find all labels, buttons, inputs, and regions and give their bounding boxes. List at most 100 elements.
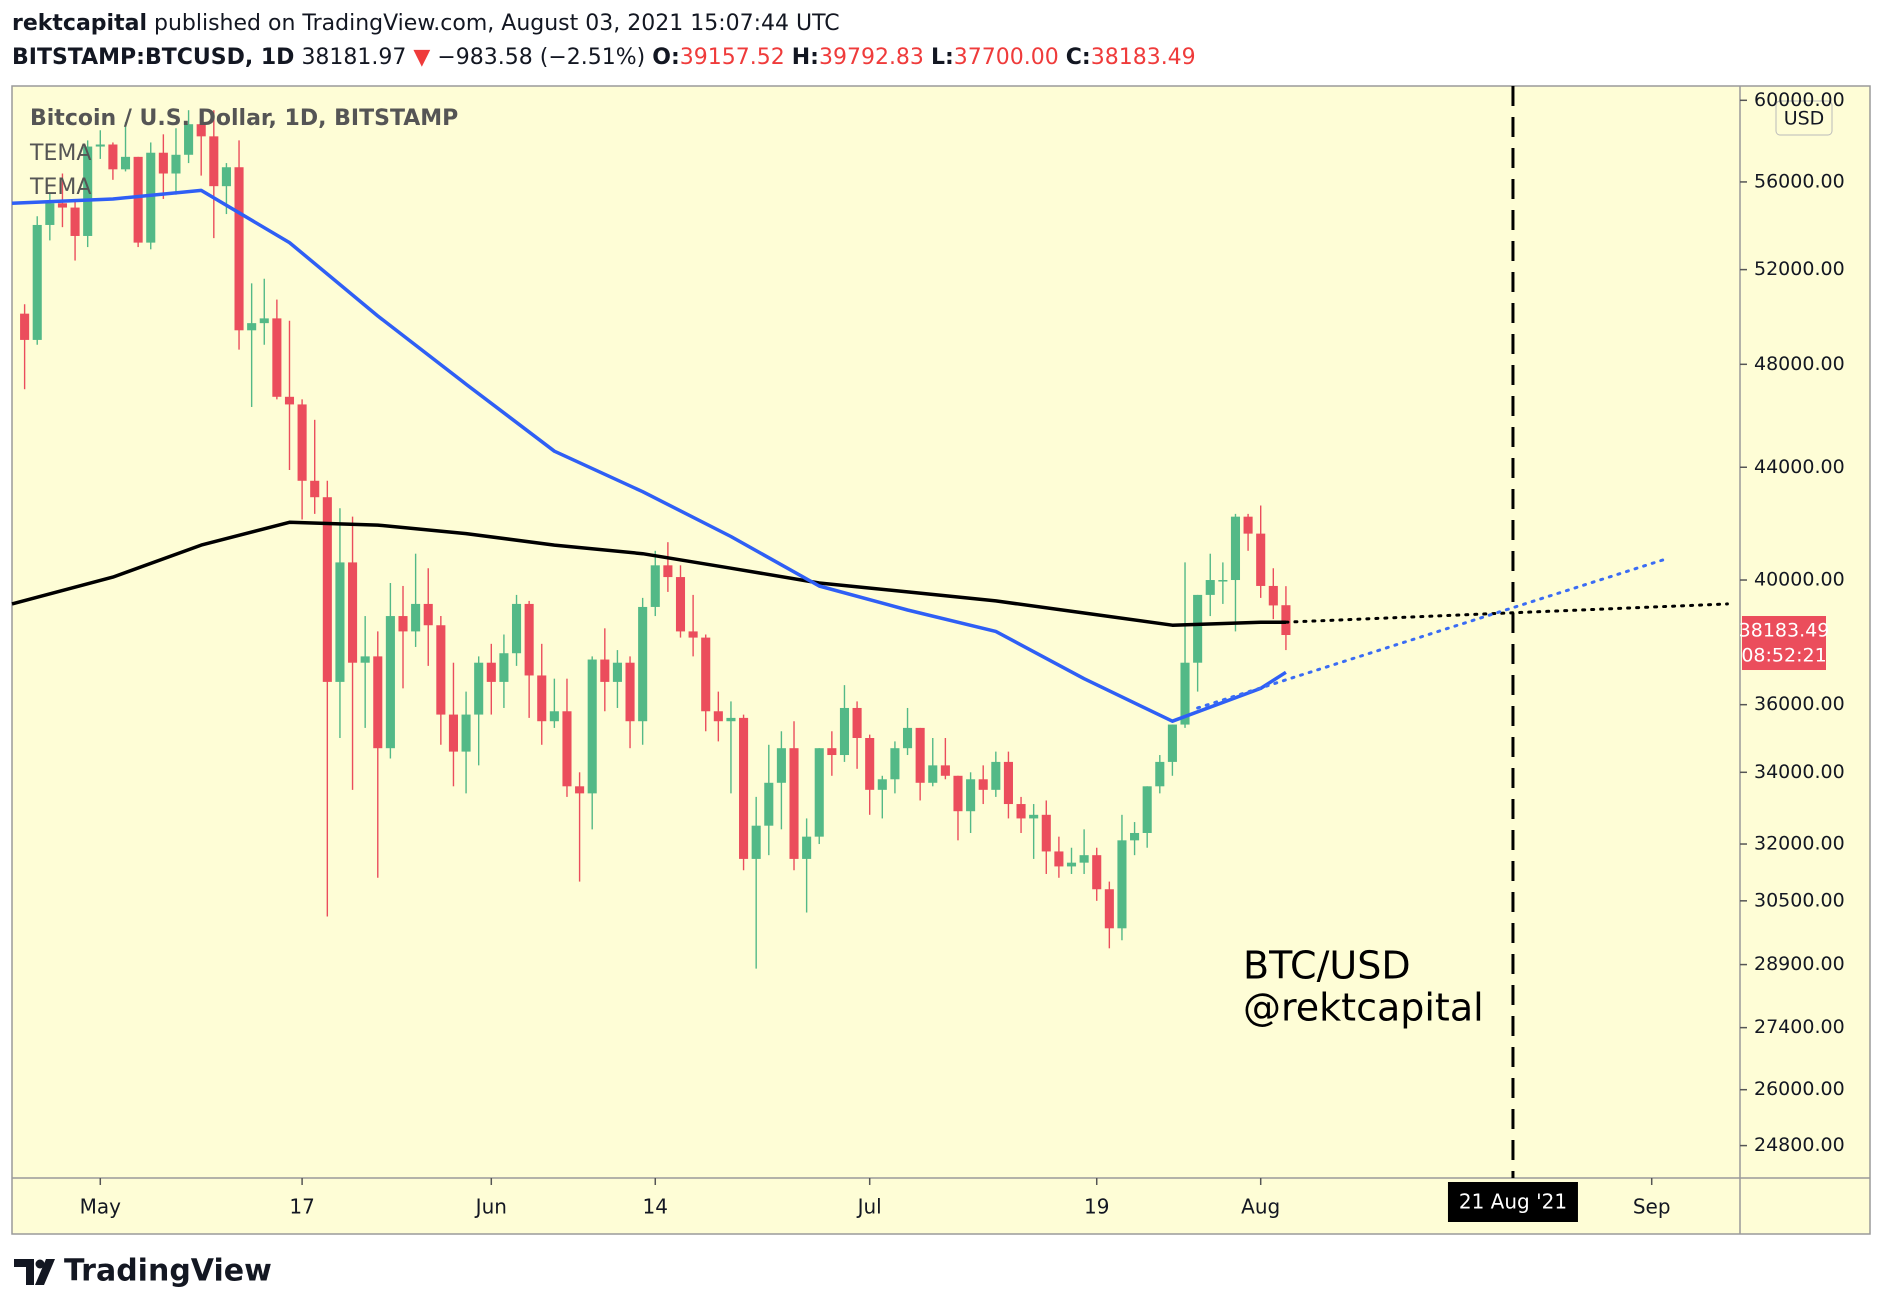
candle-body (133, 156, 143, 243)
candle-body (158, 152, 168, 174)
candle-body (638, 606, 648, 722)
candle-body (1218, 580, 1228, 582)
y-tick-label: 26000.00 (1754, 1078, 1845, 1100)
candle-body (1256, 533, 1266, 586)
candle-body (272, 318, 282, 397)
x-tick-label: 17 (289, 1195, 314, 1219)
candle-body (575, 786, 585, 794)
x-tick-label: 19 (1084, 1195, 1109, 1219)
y-tick-label: 27400.00 (1754, 1016, 1845, 1038)
candle-body (322, 497, 332, 682)
legend-entry: TEMA (29, 141, 91, 166)
candle-body (1205, 580, 1215, 595)
candle-body (45, 203, 55, 225)
candle-body (827, 748, 837, 756)
field-key: O: (652, 45, 680, 70)
candle-body (385, 616, 395, 749)
annotation: @rektcapital (1243, 986, 1484, 1030)
candle-body (20, 313, 30, 340)
brand: TradingView (64, 1254, 272, 1289)
candle-body (537, 675, 547, 722)
candle-body (688, 631, 698, 638)
candle-body (57, 203, 67, 208)
candle-body (95, 144, 105, 147)
logo-mark (35, 1259, 45, 1269)
candle-body (398, 616, 408, 632)
candle-body (802, 836, 812, 859)
last-price-box (1742, 616, 1826, 671)
candle-body (764, 782, 774, 826)
candle-body (890, 748, 900, 780)
candle-body (499, 653, 509, 682)
candle-body (373, 656, 383, 749)
candle-body (701, 637, 711, 712)
candle-body (928, 765, 938, 783)
logo-mark (35, 1259, 55, 1285)
candle-body (953, 775, 963, 812)
chart-frame (11, 85, 1871, 1235)
candle-body (70, 207, 80, 236)
candle-body (259, 318, 269, 324)
candle-body (108, 144, 118, 170)
candle-body (1066, 862, 1077, 867)
candle-body (902, 727, 913, 749)
candle-body (184, 124, 194, 155)
y-tick-label: 60000.00 (1754, 89, 1845, 111)
candle-body (978, 779, 988, 790)
x-tick-label: May (80, 1195, 122, 1219)
candle-body (839, 707, 850, 756)
candle-body (562, 711, 572, 787)
candle-body (726, 717, 736, 722)
last-price-label: 38183.49 (1739, 620, 1830, 642)
candle-body (360, 656, 370, 663)
currency: USD (1784, 108, 1825, 130)
candle-body (865, 738, 875, 790)
candle-body (1104, 889, 1114, 929)
candle-body (1193, 594, 1203, 663)
candle-body (1243, 516, 1253, 534)
candle-body (991, 761, 1001, 790)
candle-body (32, 224, 42, 340)
candle-body (335, 562, 345, 682)
field-value: 37700.00 (954, 45, 1059, 70)
y-tick-label: 52000.00 (1754, 258, 1845, 280)
candle-body (348, 562, 358, 663)
candle-body (1041, 814, 1051, 852)
symbol: BITSTAMP:BTCUSD, 1D (12, 45, 294, 70)
candle-body (1079, 855, 1089, 863)
y-tick-label: 36000.00 (1754, 693, 1845, 715)
candle-body (877, 779, 887, 790)
author: rektcapital (12, 11, 147, 36)
legend-title: Bitcoin / U.S. Dollar, 1D, BITSTAMP (30, 106, 458, 131)
candle-body (247, 323, 257, 331)
candle-body (474, 662, 484, 715)
candle-body (423, 603, 433, 626)
candle-body (1230, 516, 1241, 581)
candle-body (284, 396, 295, 405)
candle-body (448, 714, 459, 752)
field-key: H: (792, 45, 819, 70)
candle-body (663, 565, 673, 578)
x-tick-label: Jun (474, 1195, 507, 1219)
candle-body (120, 156, 131, 170)
field-key: C: (1066, 45, 1091, 70)
candle-body (524, 603, 534, 676)
candle-body (171, 154, 181, 174)
y-tick-label: 30500.00 (1754, 889, 1845, 911)
candle-body (83, 146, 93, 236)
logo-mark (14, 1259, 34, 1285)
candle-body (1003, 761, 1013, 805)
candle-body (1180, 662, 1190, 725)
candle-body (776, 748, 786, 783)
field-value: 39157.52 (680, 45, 785, 70)
last: 38181.97 (301, 45, 406, 70)
candle-body (1268, 585, 1278, 606)
header-line-1: rektcapital published on TradingView.com… (12, 11, 840, 36)
candle-body (852, 707, 862, 739)
candle-body (486, 662, 496, 682)
y-tick-label: 56000.00 (1754, 170, 1845, 192)
candle-body (789, 748, 799, 859)
candle-body (1016, 804, 1026, 819)
y-tick-label: 44000.00 (1754, 456, 1845, 478)
